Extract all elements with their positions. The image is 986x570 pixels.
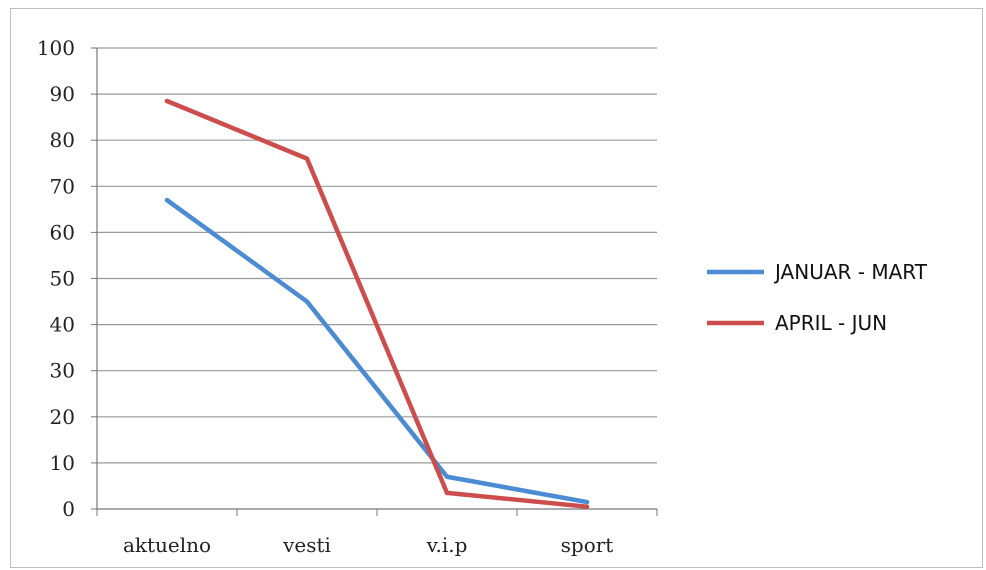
data-point — [304, 299, 310, 304]
legend-label: JANUAR - MART — [773, 260, 928, 284]
x-tick-label: sport — [561, 533, 614, 557]
y-tick-label: 0 — [62, 497, 75, 521]
y-tick-labels: 0 10 20 30 40 50 60 70 80 90 100 — [37, 36, 75, 521]
y-tick-label: 10 — [50, 451, 75, 475]
data-point — [584, 504, 590, 509]
y-tick-label: 30 — [50, 359, 75, 383]
data-point — [444, 474, 450, 479]
y-tick-label: 80 — [50, 128, 75, 152]
x-tick-label: vesti — [282, 533, 331, 557]
data-point — [584, 499, 590, 505]
y-tick-label: 60 — [50, 220, 75, 244]
y-tick-label: 100 — [37, 36, 75, 60]
axes — [91, 47, 658, 516]
x-tick-label: v.i.p — [426, 533, 468, 557]
data-point — [444, 490, 450, 496]
data-point — [164, 197, 170, 203]
y-tick-label: 50 — [50, 267, 75, 291]
legend: JANUAR - MART APRIL - JUN — [707, 260, 928, 335]
y-tick-label: 20 — [50, 405, 75, 429]
x-tick-labels: aktuelno vesti v.i.p sport — [123, 533, 613, 557]
series-lines — [164, 98, 590, 509]
data-point — [164, 98, 170, 104]
series-line-2 — [164, 98, 590, 509]
series-line-1 — [164, 197, 590, 505]
gridlines — [97, 47, 657, 464]
data-point — [304, 156, 310, 161]
y-tick-label: 70 — [50, 174, 75, 198]
y-tick-label: 40 — [50, 313, 75, 337]
y-tick-label: 90 — [50, 82, 75, 106]
legend-label: APRIL - JUN — [775, 311, 887, 335]
x-tick-label: aktuelno — [123, 533, 211, 557]
